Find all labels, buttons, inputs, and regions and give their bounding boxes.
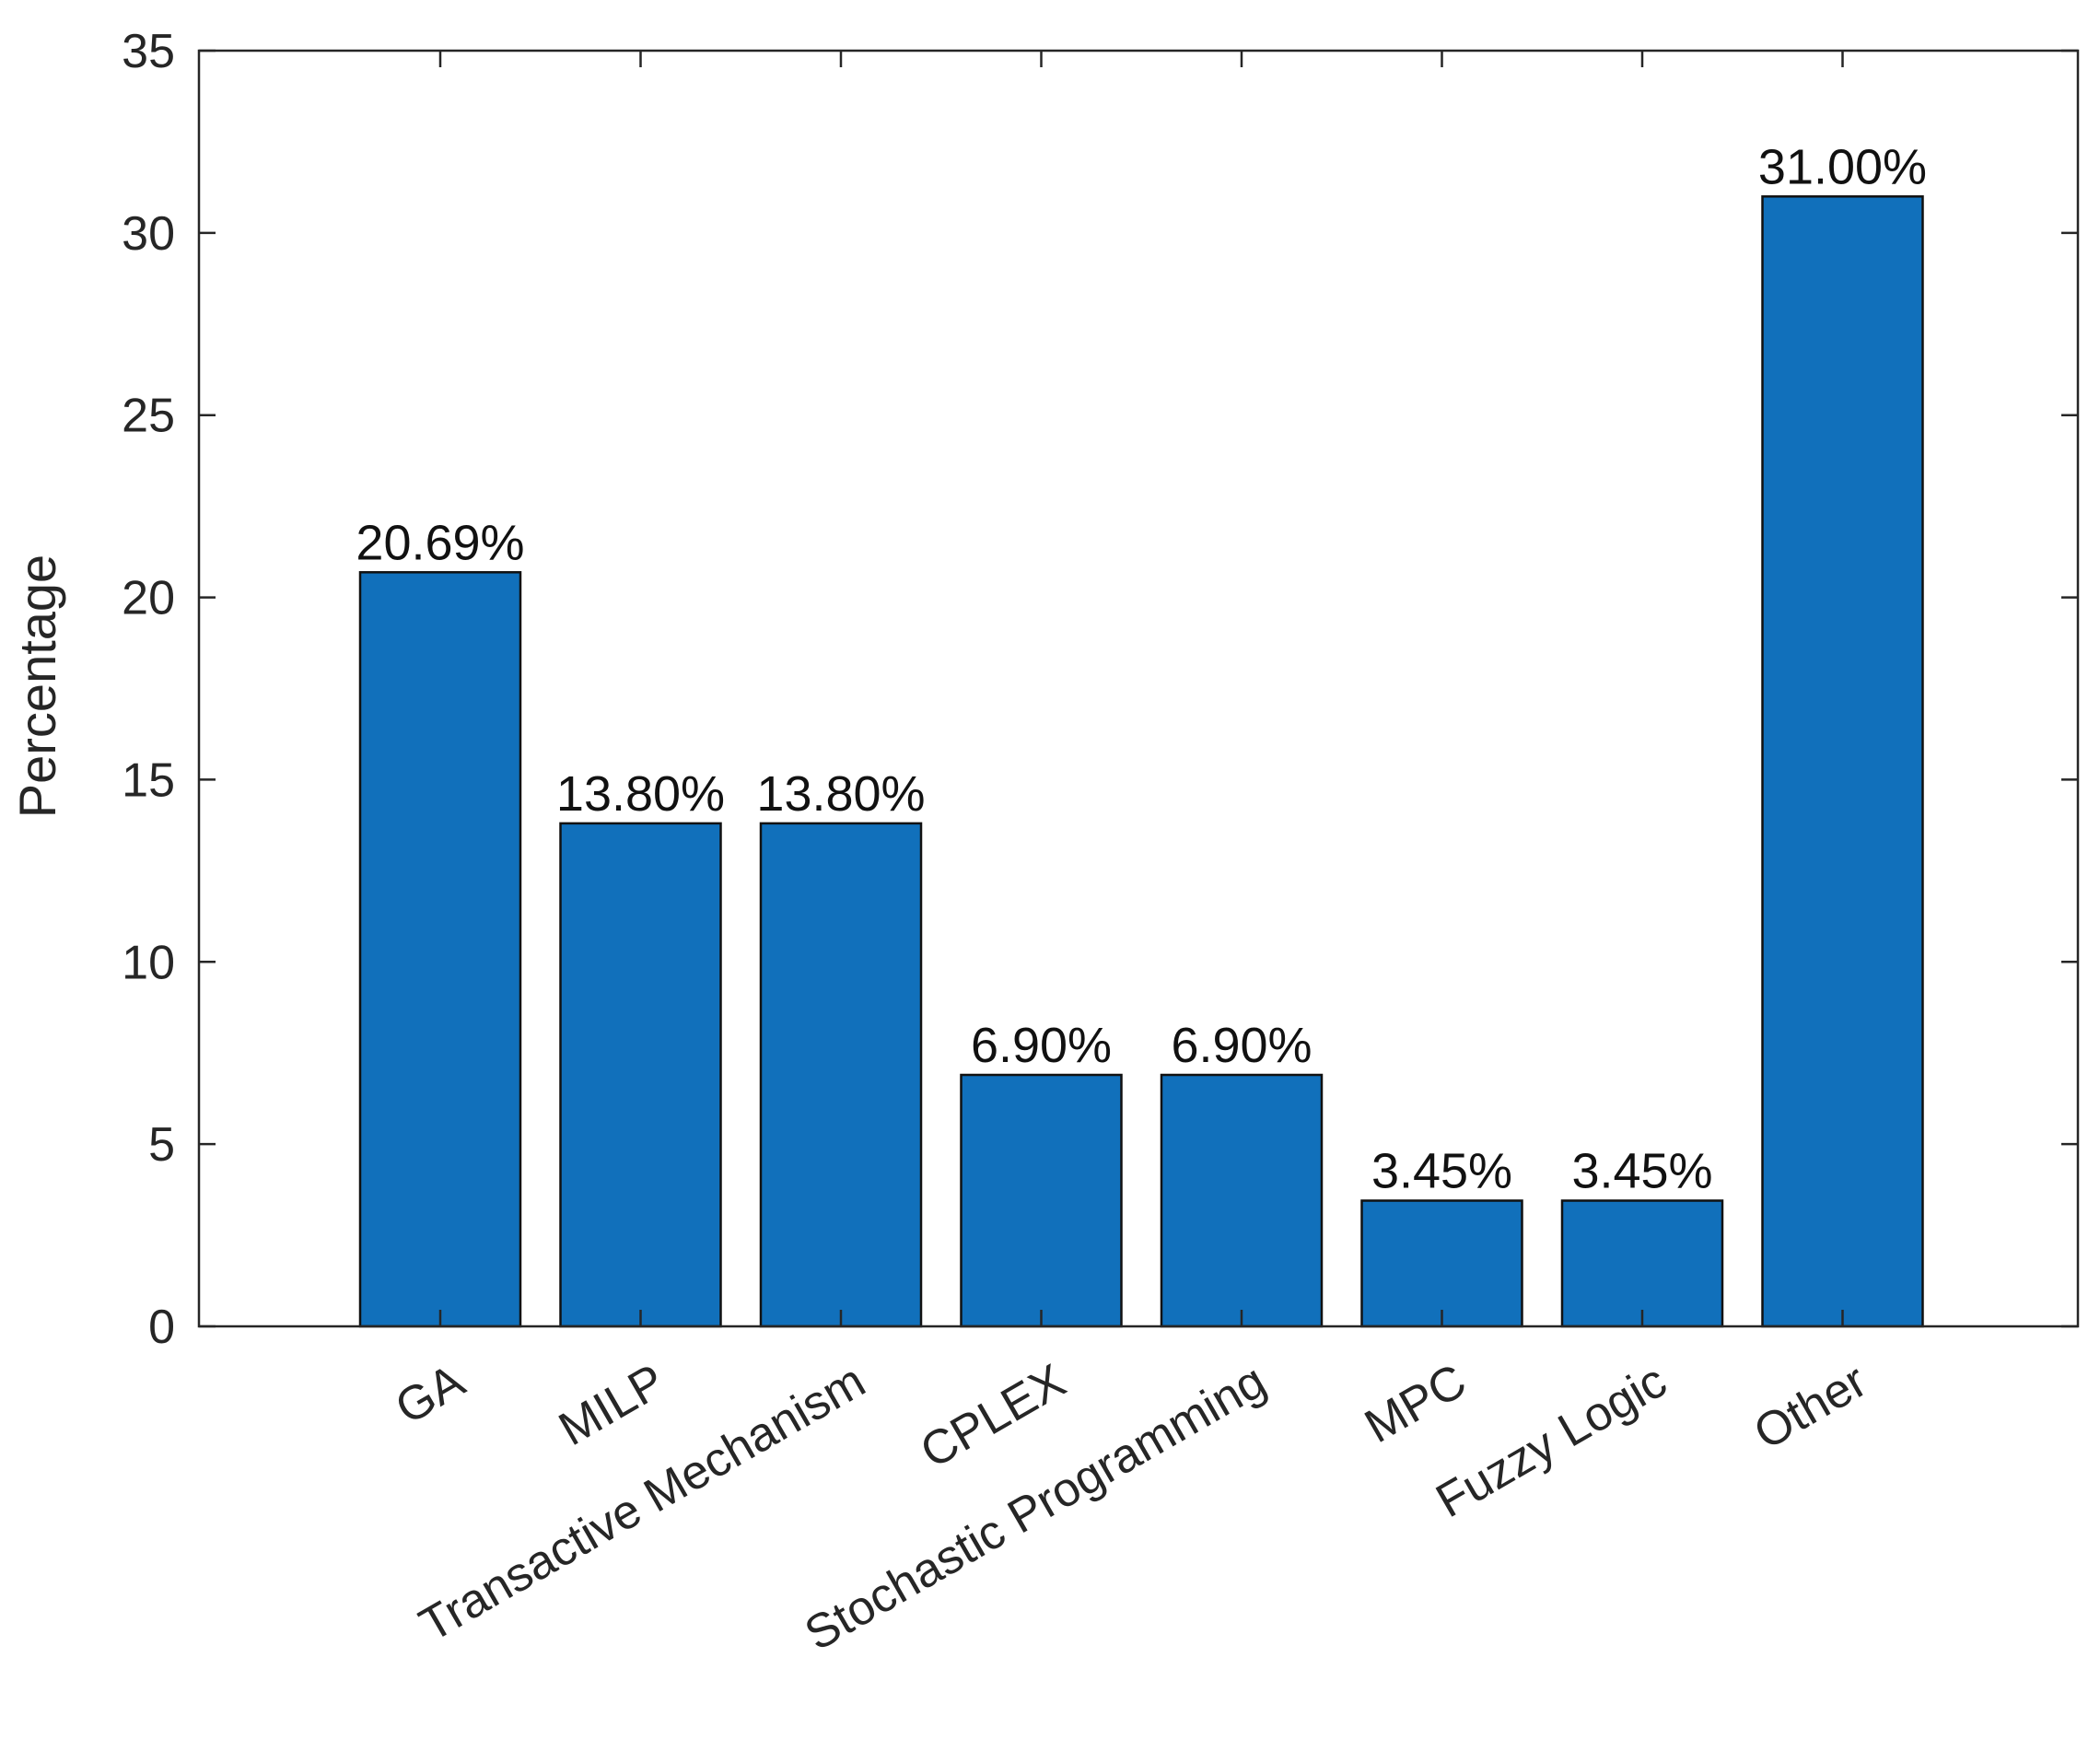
- y-tick-label: 0: [148, 1301, 175, 1354]
- bar-transactive-mechanism: [759, 822, 923, 1328]
- data-label-milp: 13.80%: [556, 766, 725, 822]
- data-label-cplex: 6.90%: [971, 1018, 1112, 1073]
- data-label-fuzzy-logic: 3.45%: [1571, 1144, 1712, 1199]
- bar-other: [1761, 195, 1924, 1328]
- y-tick-label: 20: [122, 572, 175, 625]
- y-tick-label: 35: [122, 25, 175, 78]
- data-label-mpc: 3.45%: [1371, 1144, 1512, 1199]
- y-tick-label: 30: [122, 207, 175, 261]
- data-label-transactive-mechanism: 13.80%: [756, 766, 925, 822]
- y-tick-label: 25: [122, 390, 175, 443]
- bar-ga: [358, 571, 522, 1328]
- bar-cplex: [960, 1073, 1123, 1328]
- y-axis-title: Percentage: [8, 554, 66, 818]
- data-label-other: 31.00%: [1758, 139, 1927, 194]
- bars-layer: [358, 195, 1924, 1328]
- data-labels-layer: 20.69% 13.80% 13.80% 6.90% 6.90% 3.45% 3.45% 31…: [356, 139, 1927, 1198]
- bar-mpc: [1360, 1199, 1523, 1328]
- y-tick-label: 5: [148, 1118, 175, 1172]
- y-tick-label: 15: [122, 753, 175, 807]
- y-tick-label: 10: [122, 936, 175, 989]
- bar-fuzzy-logic: [1560, 1199, 1724, 1328]
- plot-area-frame: [197, 49, 2080, 1328]
- bar-stochastic-programming: [1160, 1073, 1324, 1328]
- data-label-stochastic-programming: 6.90%: [1171, 1018, 1312, 1073]
- data-label-ga: 20.69%: [356, 515, 524, 570]
- bar-milp: [559, 822, 722, 1328]
